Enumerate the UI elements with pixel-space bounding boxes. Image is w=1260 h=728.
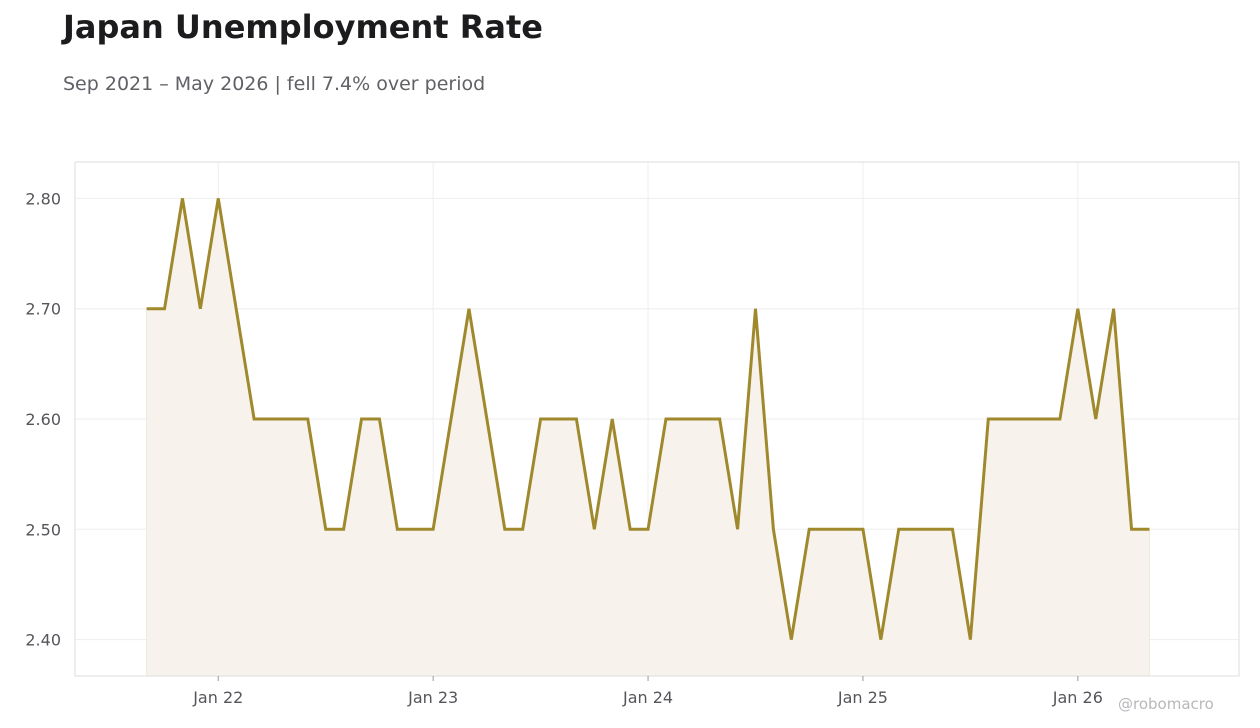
data-point <box>1094 417 1098 421</box>
data-point <box>736 527 740 531</box>
data-point <box>933 527 937 531</box>
data-point <box>145 307 149 311</box>
y-tick-label: 2.50 <box>25 520 61 539</box>
data-point <box>771 527 775 531</box>
data-point <box>646 527 650 531</box>
data-point <box>1130 527 1134 531</box>
data-point <box>288 417 292 421</box>
data-point <box>1076 307 1080 311</box>
plot-frame <box>74 161 1240 677</box>
data-point <box>968 638 972 642</box>
data-point <box>324 527 328 531</box>
data-point <box>950 527 954 531</box>
data-point <box>682 417 686 421</box>
y-tick-label: 2.60 <box>25 410 61 429</box>
data-point <box>395 527 399 531</box>
data-point <box>163 307 167 311</box>
data-point <box>234 307 238 311</box>
data-point <box>252 417 256 421</box>
data-point <box>521 527 525 531</box>
x-tick-label: Jan 23 <box>407 688 458 707</box>
data-point <box>753 307 757 311</box>
watermark: @robomacro <box>1118 695 1214 713</box>
data-point <box>1004 417 1008 421</box>
data-point <box>431 527 435 531</box>
y-tick-label: 2.70 <box>25 300 61 319</box>
data-point <box>503 527 507 531</box>
x-tick-label: Jan 22 <box>192 688 243 707</box>
data-point <box>1040 417 1044 421</box>
data-point <box>861 527 865 531</box>
data-point <box>879 638 883 642</box>
x-tick-label: Jan 25 <box>837 688 888 707</box>
data-point <box>664 417 668 421</box>
y-tick-label: 2.40 <box>25 631 61 650</box>
x-tick-label: Jan 24 <box>622 688 673 707</box>
data-point <box>377 417 381 421</box>
data-point <box>557 417 561 421</box>
data-point <box>718 417 722 421</box>
data-point <box>539 417 543 421</box>
data-point <box>467 307 471 311</box>
y-tick-label: 2.80 <box>25 189 61 208</box>
data-point <box>360 417 364 421</box>
data-point <box>306 417 310 421</box>
data-point <box>807 527 811 531</box>
y-axis-ticks: 2.40 2.50 2.60 2.70 2.80 <box>25 189 61 649</box>
data-point <box>825 527 829 531</box>
data-point <box>1112 307 1116 311</box>
data-point <box>180 196 184 200</box>
data-point <box>700 417 704 421</box>
data-point <box>628 527 632 531</box>
data-point <box>789 638 793 642</box>
data-point <box>270 417 274 421</box>
data-point <box>198 307 202 311</box>
x-tick-label: Jan 26 <box>1052 688 1103 707</box>
chart-subtitle: Sep 2021 – May 2026 | fell 7.4% over per… <box>63 73 486 95</box>
data-point <box>897 527 901 531</box>
data-point <box>915 527 919 531</box>
data-point <box>216 196 220 200</box>
x-axis-ticks: Jan 22 Jan 23 Jan 24 Jan 25 Jan 26 <box>192 676 1103 707</box>
data-point <box>610 417 614 421</box>
data-point <box>592 527 596 531</box>
series-line <box>146 198 1150 640</box>
data-point <box>342 527 346 531</box>
data-point <box>1022 417 1026 421</box>
chart-title: Japan Unemployment Rate <box>63 8 543 46</box>
data-point <box>986 417 990 421</box>
data-point <box>1147 527 1151 531</box>
data-point <box>485 417 489 421</box>
data-point <box>413 527 417 531</box>
data-point <box>843 527 847 531</box>
data-point <box>574 417 578 421</box>
data-point <box>449 417 453 421</box>
data-point <box>1058 417 1062 421</box>
